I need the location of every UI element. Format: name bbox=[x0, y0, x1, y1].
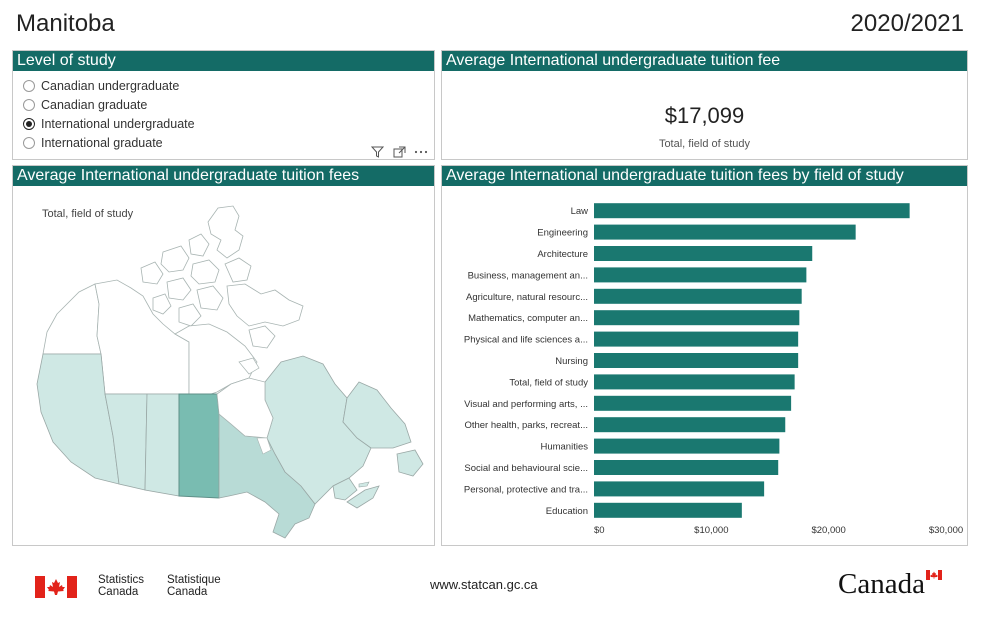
year-title: 2020/2021 bbox=[850, 10, 964, 37]
bar-category-label: Humanities bbox=[540, 442, 588, 453]
filter-icon[interactable] bbox=[370, 146, 384, 158]
province-pei bbox=[358, 481, 370, 488]
province-saskatchewan bbox=[144, 393, 180, 497]
bar-category-label: Personal, protective and tra... bbox=[464, 484, 588, 495]
agency-fr-line2: Canada bbox=[167, 586, 208, 598]
x-tick-label: $0 bbox=[594, 525, 605, 536]
level-of-study-options: Canadian undergraduate Canadian graduate… bbox=[13, 71, 434, 152]
province-labrador bbox=[342, 381, 412, 449]
option-label: Canadian undergraduate bbox=[41, 78, 180, 93]
province-new-brunswick bbox=[332, 477, 358, 501]
province-newfoundland bbox=[396, 449, 424, 477]
bar-category-label: Law bbox=[571, 206, 589, 217]
kpi-title: Average International undergraduate tuit… bbox=[442, 51, 967, 71]
bar-category-label: Education bbox=[546, 506, 588, 517]
level-of-study-slicer: Level of study Canadian undergraduate Ca… bbox=[12, 50, 435, 160]
option-canadian-undergraduate[interactable]: Canadian undergraduate bbox=[23, 76, 434, 95]
bar[interactable] bbox=[594, 502, 742, 518]
level-of-study-title: Level of study bbox=[13, 51, 434, 71]
website-link[interactable]: www.statcan.gc.ca bbox=[430, 577, 538, 592]
x-tick-label: $20,000 bbox=[811, 525, 845, 536]
region-title: Manitoba bbox=[16, 10, 115, 37]
footer: Statistics Canada Statistique Canada www… bbox=[0, 566, 1000, 616]
map-subtitle: Total, field of study bbox=[42, 208, 134, 220]
bar[interactable] bbox=[594, 460, 779, 475]
radio-button[interactable] bbox=[23, 98, 35, 111]
province-quebec bbox=[264, 355, 372, 505]
kpi-card: Average International undergraduate tuit… bbox=[441, 50, 968, 160]
bar-category-label: Engineering bbox=[537, 228, 588, 239]
province-british-columbia bbox=[36, 353, 120, 485]
arctic-islands bbox=[140, 205, 304, 349]
bar-category-label: Other health, parks, recreat... bbox=[464, 420, 588, 431]
kpi-value: $17,099 bbox=[664, 103, 745, 128]
radio-button[interactable] bbox=[23, 136, 35, 149]
hudson-islands bbox=[238, 357, 260, 375]
canada-flag-icon bbox=[35, 576, 77, 598]
bar-chart: Law Engineering Architecture Business, mana… bbox=[464, 203, 963, 536]
bar-chart-title: Average International undergraduate tuit… bbox=[442, 166, 967, 186]
agency-en-line1: Statistics bbox=[98, 574, 145, 586]
option-label: International graduate bbox=[41, 135, 163, 150]
province-nova-scotia bbox=[346, 485, 380, 509]
visual-header-tools bbox=[370, 146, 428, 158]
bar[interactable] bbox=[594, 331, 799, 347]
province-yukon bbox=[42, 283, 102, 355]
bar[interactable] bbox=[594, 310, 800, 326]
wordmark-flag-icon bbox=[926, 570, 942, 580]
map-panel: Average International undergraduate tuit… bbox=[12, 165, 435, 546]
bar-category-label: Nursing bbox=[555, 356, 588, 367]
option-label: International undergraduate bbox=[41, 116, 195, 131]
canada-wordmark: Canada bbox=[838, 568, 925, 600]
radio-button[interactable] bbox=[23, 79, 35, 92]
bar-category-label: Mathematics, computer an... bbox=[468, 313, 588, 324]
bar[interactable] bbox=[594, 438, 780, 454]
bar[interactable] bbox=[594, 395, 792, 411]
more-options-icon[interactable] bbox=[414, 146, 428, 158]
option-international-graduate[interactable]: International graduate bbox=[23, 133, 434, 152]
x-tick-label: $10,000 bbox=[694, 525, 728, 536]
bar[interactable] bbox=[594, 267, 807, 283]
province-alberta bbox=[104, 393, 148, 491]
bar-category-label: Business, management an... bbox=[468, 270, 588, 281]
bar-category-label: Architecture bbox=[537, 249, 588, 260]
map-title: Average International undergraduate tuit… bbox=[13, 166, 434, 186]
option-canadian-graduate[interactable]: Canadian graduate bbox=[23, 95, 434, 114]
bar-category-label: Agriculture, natural resourc... bbox=[466, 292, 588, 303]
agency-en-line2: Canada bbox=[98, 586, 139, 598]
statistique-canada-fr: Statistique Canada bbox=[167, 574, 221, 598]
bar[interactable] bbox=[594, 481, 765, 497]
james-bay bbox=[256, 437, 272, 455]
bar[interactable] bbox=[594, 353, 799, 368]
statistics-canada-en: Statistics Canada bbox=[98, 574, 144, 598]
bar-chart-panel: Average International undergraduate tuit… bbox=[441, 165, 968, 546]
bar[interactable] bbox=[594, 417, 786, 433]
bar[interactable] bbox=[594, 246, 813, 261]
bar-category-label: Physical and life sciences a... bbox=[464, 335, 588, 346]
bar-category-label: Total, field of study bbox=[509, 377, 588, 388]
kpi-label: Total, field of study bbox=[658, 138, 751, 150]
bar[interactable] bbox=[594, 224, 856, 240]
bar[interactable] bbox=[594, 374, 795, 390]
bar-category-label: Social and behavioural scie... bbox=[464, 463, 588, 474]
option-label: Canadian graduate bbox=[41, 97, 148, 112]
option-international-undergraduate[interactable]: International undergraduate bbox=[23, 114, 434, 133]
bar[interactable] bbox=[594, 203, 910, 219]
bar-category-label: Visual and performing arts, ... bbox=[464, 399, 588, 410]
x-tick-label: $30,000 bbox=[929, 525, 963, 536]
agency-fr-line1: Statistique bbox=[167, 574, 221, 586]
bar[interactable] bbox=[594, 288, 802, 304]
canada-map bbox=[36, 205, 424, 539]
radio-button-selected[interactable] bbox=[23, 117, 35, 130]
focus-mode-icon[interactable] bbox=[392, 146, 406, 158]
